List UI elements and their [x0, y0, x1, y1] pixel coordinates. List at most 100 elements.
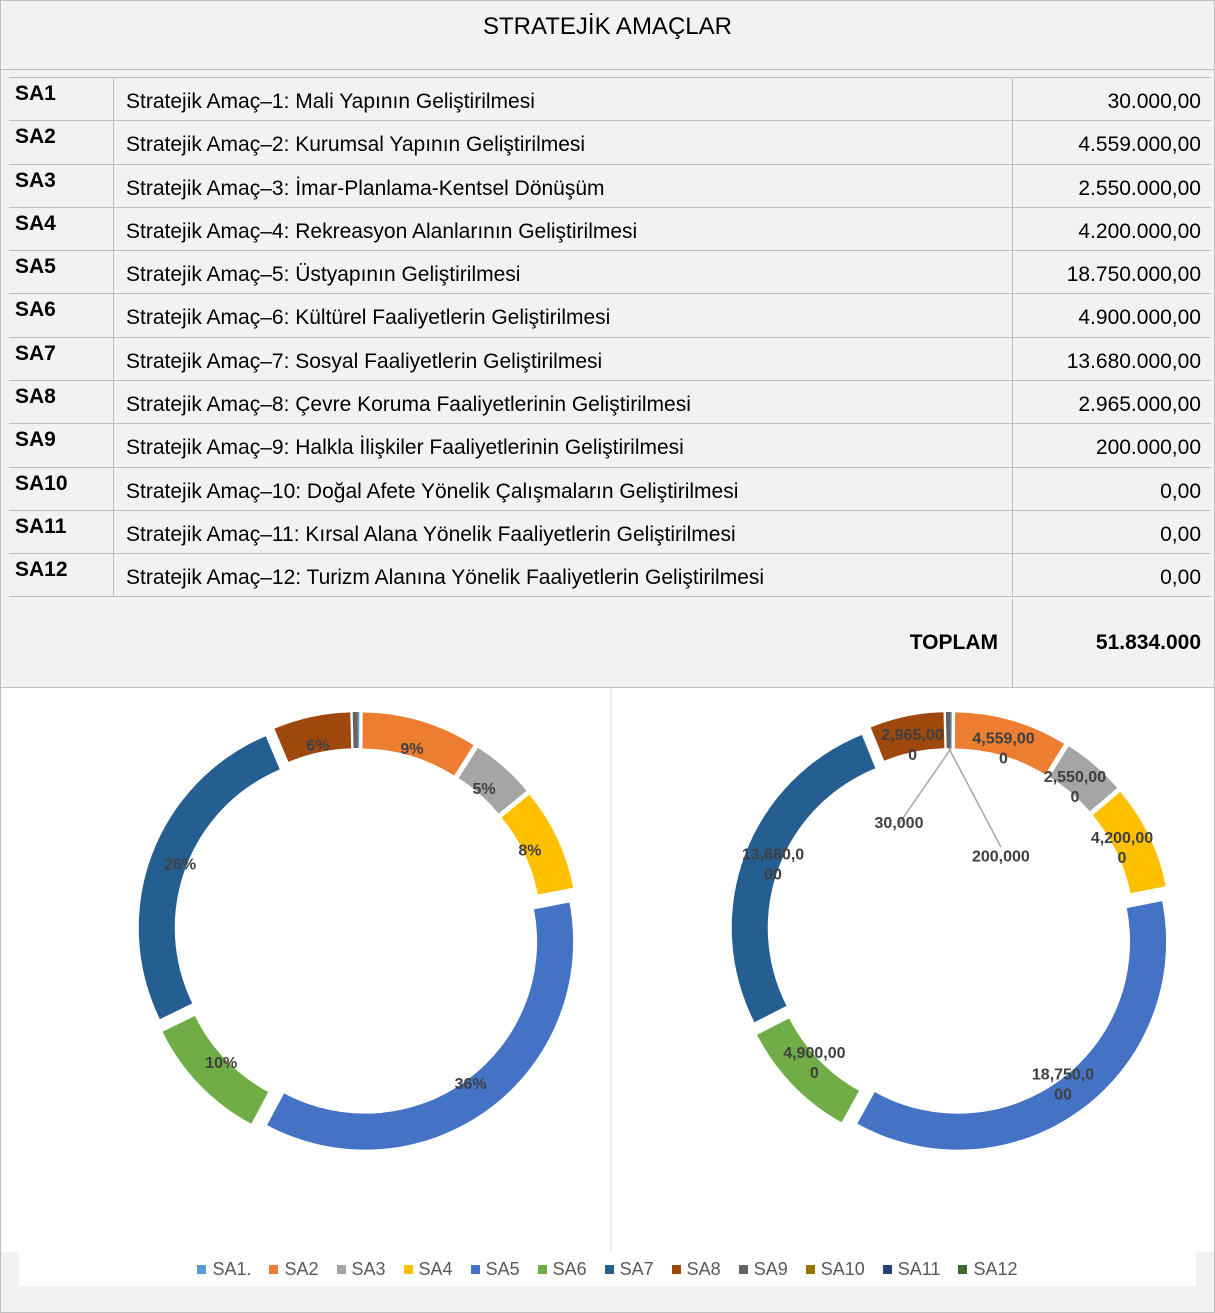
name-cell: Stratejik Amaç–10: Doğal Afete Yönelik Ç…: [114, 467, 1013, 510]
legend-label: SA10: [820, 1258, 865, 1279]
legend-label: SA12: [973, 1258, 1018, 1279]
name-cell: Stratejik Amaç–11: Kırsal Alana Yönelik …: [114, 510, 1013, 554]
name-cell: Stratejik Amaç–7: Sosyal Faaliyetlerin G…: [114, 337, 1013, 381]
legend-swatch: [403, 1264, 413, 1274]
total-value: 51.834.000: [1095, 631, 1201, 654]
legend-label: SA5: [485, 1258, 520, 1279]
legend-item: SA3: [336, 1258, 386, 1280]
legend: SA1. SA2 SA3 SA4 SA5 SA6 SA7 SA8 SA9 SA10 SA11 SA12: [19, 1252, 1196, 1286]
total-label: TOPLAM: [9, 599, 1013, 687]
label-line: 00: [764, 867, 782, 884]
legend-label: SA7: [619, 1258, 654, 1279]
total-row: TOPLAM 51.834.000: [9, 599, 1211, 687]
name-cell: Stratejik Amaç–4: Rekreasyon Alanlarının…: [114, 207, 1013, 251]
data-label: 10%: [205, 1055, 237, 1072]
legend-item: SA8: [671, 1259, 721, 1280]
amount-cell: 0,00: [1160, 479, 1201, 503]
table-row: SA3 Stratejik Amaç–3: İmar-Planlama-Kents…: [9, 163, 1211, 207]
code-cell: SA7: [9, 337, 114, 381]
legend-item: SA12: [958, 1258, 1018, 1280]
amount-cell: 2.965.000,00: [1078, 393, 1201, 417]
legend-swatch: [336, 1264, 346, 1274]
leader-line: [898, 747, 952, 825]
amount-cell: 18.750.000,00: [1066, 263, 1201, 287]
amount-cell: 4.200.000,00: [1078, 219, 1201, 243]
legend-item: SA11: [882, 1259, 940, 1280]
code-cell: SA9: [9, 424, 114, 467]
name-cell: Stratejik Amaç–6: Kültürel Faaliyetlerin…: [114, 294, 1013, 337]
table-row: SA7 Stratejik Amaç–7: Sosyal Faaliyetleri…: [9, 336, 1211, 381]
code-cell: SA11: [9, 510, 114, 554]
table-row: SA1 Stratejik Amaç–1: Mali Yapının Gelişt…: [9, 77, 1211, 121]
legend-swatch: [882, 1264, 892, 1274]
name-cell: Stratejik Amaç–8: Çevre Koruma Faaliyetl…: [114, 381, 1013, 424]
donut-segment: [358, 712, 360, 749]
table-row: SA8 Stratejik Amaç–8: Çevre Koruma Faaliy…: [9, 380, 1211, 424]
amount-cell: 0,00: [1160, 566, 1201, 590]
data-label: 4,559,00 0: [972, 731, 1034, 768]
legend-item: SA2: [269, 1259, 319, 1280]
title: STRATEJİK AMAÇLAR: [1, 1, 1214, 70]
table-row: SA12 Stratejik Amaç–12: Turizm Alanına Yö…: [9, 553, 1211, 597]
label-line: 18,750,0: [1032, 1067, 1094, 1084]
legend-swatch: [604, 1264, 614, 1274]
donut-segment: [362, 712, 474, 776]
table-row: SA10 Stratejik Amaç–10: Doğal Afete Yönel…: [9, 466, 1211, 510]
label-line: 0: [810, 1065, 819, 1082]
legend-swatch: [671, 1264, 681, 1274]
table-row: SA4 Stratejik Amaç–4: Rekreasyon Alanları…: [9, 206, 1211, 251]
amount-cell: 4.559.000,00: [1078, 133, 1201, 157]
table-row: SA11 Stratejik Amaç–11: Kırsal Alana Yöne…: [9, 509, 1211, 554]
label-line: 4,900,00: [783, 1045, 845, 1062]
label-line: 2,550,00: [1044, 769, 1106, 786]
data-label: 30,000: [875, 815, 924, 832]
data-label: 5%: [472, 781, 495, 798]
legend-label: SA4: [418, 1258, 453, 1279]
table-row: SA6 Stratejik Amaç–6: Kültürel Faaliyetle…: [9, 293, 1211, 337]
donut-segment: [857, 901, 1167, 1150]
donut-segment: [870, 712, 945, 761]
legend-swatch: [738, 1264, 748, 1274]
table-row: SA5 Stratejik Amaç–5: Üstyapının Geliştir…: [9, 250, 1211, 294]
legend-label: SA3: [351, 1258, 386, 1279]
amount-cell: 30.000,00: [1107, 90, 1201, 113]
table: SA1 Stratejik Amaç–1: Mali Yapının Gelişt…: [9, 77, 1211, 597]
name-cell: Stratejik Amaç–1: Mali Yapının Geliştiri…: [114, 78, 1013, 121]
code-cell: SA1: [9, 78, 114, 121]
data-label: 6%: [306, 737, 329, 754]
donut-segment: [267, 902, 574, 1150]
donut-segment: [274, 712, 352, 762]
data-label: 36%: [455, 1076, 487, 1093]
data-label: 9%: [400, 741, 423, 758]
label-line: 0: [1118, 850, 1127, 867]
legend-swatch: [537, 1264, 547, 1274]
legend-swatch: [805, 1264, 815, 1274]
legend-swatch: [958, 1264, 968, 1274]
legend-item: SA9: [738, 1259, 788, 1280]
name-cell: Stratejik Amaç–12: Turizm Alanına Yöneli…: [114, 554, 1013, 596]
donut-segment: [138, 736, 280, 1020]
donut-segment: [731, 734, 876, 1023]
label-line: 4,559,00: [972, 731, 1034, 748]
legend-swatch: [470, 1264, 480, 1274]
label-line: 0: [908, 747, 917, 764]
label-line: 00: [1054, 1087, 1072, 1104]
data-label: 8%: [518, 842, 541, 859]
data-label: 2,550,00 0: [1044, 769, 1106, 806]
leader-line: [948, 747, 1002, 848]
data-label: 4,900,00 0: [783, 1045, 845, 1082]
legend-swatch: [269, 1264, 279, 1274]
table-row: SA9 Stratejik Amaç–9: Halkla İlişkiler Fa…: [9, 423, 1211, 467]
donut-segment: [951, 712, 952, 749]
legend-item: SA4: [403, 1258, 453, 1280]
label-line: 0: [1071, 789, 1080, 806]
amount-cell: 200.000,00: [1095, 436, 1201, 460]
amount-cell: 0,00: [1160, 522, 1201, 546]
name-cell: Stratejik Amaç–2: Kurumsal Yapının Geliş…: [114, 121, 1013, 164]
legend-item: SA10: [805, 1258, 865, 1280]
data-label: 18,750,0 00: [1032, 1067, 1094, 1104]
donut-segment: [458, 747, 527, 814]
name-cell: Stratejik Amaç–9: Halkla İlişkiler Faali…: [114, 424, 1013, 467]
code-cell: SA8: [9, 381, 114, 424]
